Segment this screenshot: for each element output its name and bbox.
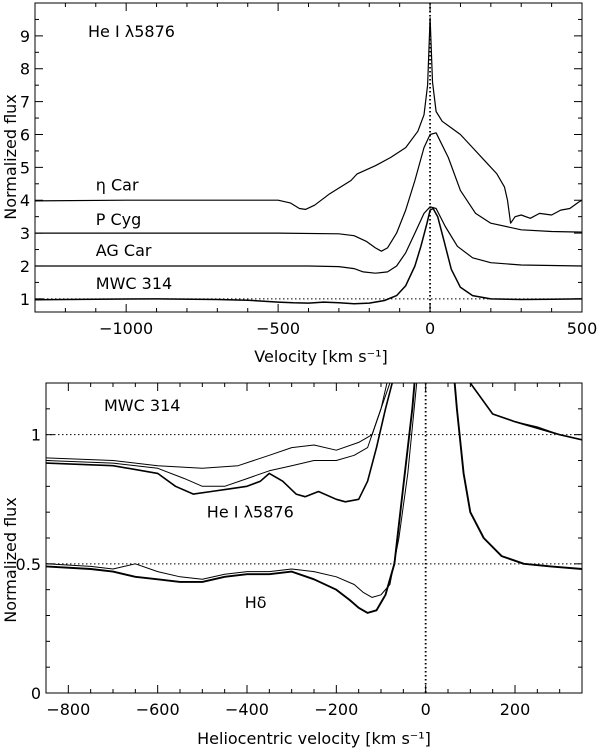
top-panel-series-labels: η Car P Cyg AG Car MWC 314 [96,175,172,293]
x-tick-label: 200 [500,700,531,719]
y-tick-label: 6 [20,125,30,144]
bottom-panel-ylabel: Normalized flux [1,497,20,623]
x-tick-label: −200 [314,700,358,719]
y-tick-label: 3 [20,224,30,243]
series-label: AG Car [96,241,152,260]
series-line-0 [35,17,582,224]
y-tick-label: 8 [20,60,30,79]
series-line-1 [46,383,582,487]
bottom-panel-spectra [46,383,582,614]
x-tick-label: −500 [256,319,300,338]
bottom-panel-guides [46,383,582,693]
y-tick-label: 2 [20,257,30,276]
series-line-2 [35,206,582,274]
x-tick-label: −800 [46,700,90,719]
x-tick-label: 0 [425,319,435,338]
series-line-2 [46,383,582,503]
x-tick-label: −1000 [99,319,153,338]
y-tick-label: 9 [20,27,30,46]
series-line-1 [35,132,582,252]
bottom-panel-xlabel: Heliocentric velocity [km s⁻¹] [197,729,431,748]
line-annotation: Hδ [245,593,267,612]
y-tick-label: 4 [20,191,30,210]
series-label: η Car [96,175,139,194]
y-tick-label: 0.5 [16,555,41,574]
y-tick-label: 1 [31,426,41,445]
series-label: P Cyg [96,210,142,229]
y-tick-label: 1 [20,290,30,309]
x-tick-label: 0 [421,700,431,719]
series-line-4 [46,383,582,614]
bottom-panel-frame [45,382,583,694]
top-panel-xlabel: Velocity [km s⁻¹] [254,347,387,366]
y-tick-label: 5 [20,158,30,177]
line-annotation: He I λ5876 [207,502,294,521]
top-panel-title: He I λ5876 [88,22,175,41]
x-tick-label: −400 [225,700,269,719]
x-tick-label: 500 [567,319,598,338]
y-tick-label: 7 [20,93,30,112]
bottom-panel-annotations: He I λ5876 Hδ [207,502,294,611]
top-panel-ticks: −1000 −500 0 500 1 2 3 4 5 6 7 8 9 [20,2,598,338]
bottom-panel: −800 −600 −400 −200 0 200 0 0.5 1 MWC 314 Helioc… [1,382,583,748]
top-panel: −1000 −500 0 500 1 2 3 4 5 6 7 8 9 He I λ5876 Veloci… [1,2,598,366]
top-panel-ylabel: Normalized flux [1,94,20,220]
series-line-3 [35,207,582,305]
bottom-panel-title: MWC 314 [104,396,180,415]
series-label: MWC 314 [96,274,172,293]
top-panel-guides [35,3,582,312]
top-panel-spectra [35,17,582,305]
y-tick-label: 0 [31,684,41,703]
x-tick-label: −600 [136,700,180,719]
bottom-panel-ticks: −800 −600 −400 −200 0 200 0 0.5 1 [16,382,583,719]
